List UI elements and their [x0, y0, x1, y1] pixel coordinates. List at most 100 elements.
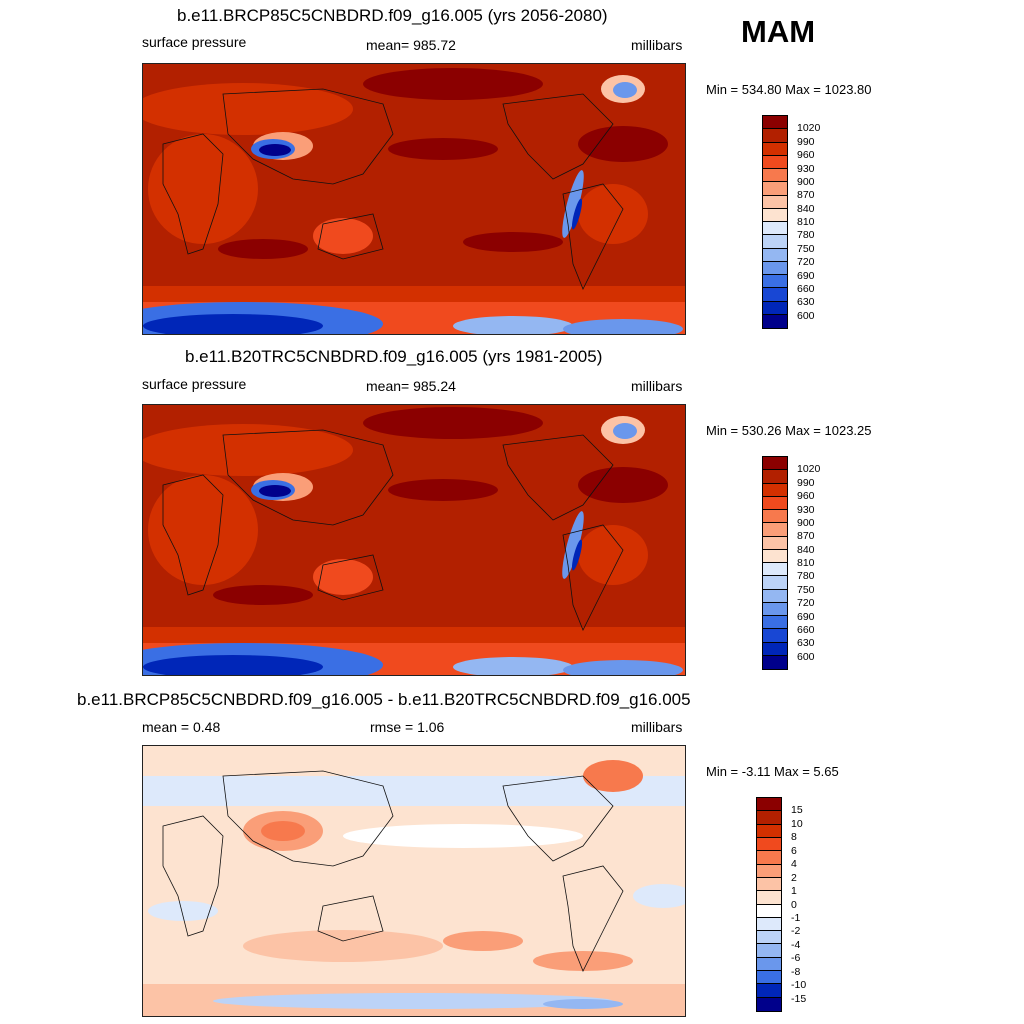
colorbar-swatch — [763, 642, 787, 656]
colorbar-swatch — [757, 931, 781, 945]
colorbar-tick-label: 930 — [797, 162, 815, 175]
colorbar-tick-label: 660 — [797, 282, 815, 295]
panel-3-map — [142, 745, 686, 1017]
colorbar-tick-label: 1020 — [797, 463, 821, 476]
colorbar-swatch — [763, 563, 787, 577]
colorbar-swatch — [763, 155, 787, 169]
colorbar-swatch — [757, 811, 781, 825]
panel-2-variable: surface pressure — [142, 376, 247, 392]
colorbar-tick-label: 810 — [797, 216, 815, 228]
colorbar-tick-label: 720 — [797, 256, 815, 269]
colorbar-swatch — [763, 483, 787, 497]
colorbar-swatch — [757, 891, 781, 905]
colorbar-swatch — [763, 314, 787, 328]
panel-2-map — [142, 404, 686, 676]
colorbar-tick-label: 10 — [791, 817, 803, 830]
colorbar-tick-label: 810 — [797, 557, 815, 569]
colorbar-swatch — [757, 997, 781, 1011]
colorbar-tick-label: 2 — [791, 871, 797, 884]
panel-1-variable: surface pressure — [142, 34, 247, 50]
colorbar-swatch — [757, 917, 781, 932]
colorbar-tick-label: -1 — [791, 911, 801, 924]
colorbar-swatch — [763, 142, 787, 156]
colorbar-tick-label: 6 — [791, 844, 797, 857]
colorbar-swatch — [763, 235, 787, 249]
colorbar-swatch — [757, 877, 781, 892]
panel-1-minmax: Min = 534.80 Max = 1023.80 — [706, 82, 872, 97]
colorbar-swatch — [763, 536, 787, 550]
colorbar-tick-label: 0 — [791, 898, 797, 911]
panel-2-colorbar — [762, 456, 788, 670]
colorbar-swatch — [757, 984, 781, 998]
panel-2-title: b.e11.B20TRC5CNBDRD.f09_g16.005 (yrs 198… — [185, 347, 603, 366]
panel-3-colorbar — [756, 797, 782, 1012]
colorbar-tick-label: -4 — [791, 938, 801, 951]
panel-2-units: millibars — [631, 378, 683, 394]
colorbar-tick-label: 900 — [797, 516, 815, 529]
colorbar-swatch — [763, 275, 787, 289]
panel-1-title: b.e11.BRCP85C5CNBDRD.f09_g16.005 (yrs 20… — [177, 6, 608, 25]
colorbar-tick-label: 8 — [791, 831, 797, 844]
colorbar-swatch — [763, 288, 787, 302]
colorbar-swatch — [763, 470, 787, 484]
colorbar-tick-label: 930 — [797, 503, 815, 516]
colorbar-swatch — [763, 629, 787, 643]
colorbar-tick-label: 15 — [791, 804, 803, 817]
colorbar-tick-label: 840 — [797, 543, 815, 556]
colorbar-tick-label: 600 — [797, 650, 815, 663]
panel-1-colorbar — [762, 115, 788, 329]
colorbar-tick-label: -8 — [791, 965, 801, 978]
colorbar-tick-label: 870 — [797, 530, 815, 543]
colorbar-tick-label: 600 — [797, 309, 815, 322]
panel-2-mean: mean= 985.24 — [366, 378, 456, 394]
colorbar-swatch — [763, 301, 787, 315]
colorbar-swatch — [763, 589, 787, 603]
colorbar-swatch — [757, 971, 781, 985]
colorbar-tick-label: 630 — [797, 296, 815, 309]
colorbar-swatch — [757, 864, 781, 878]
colorbar-swatch — [763, 129, 787, 143]
colorbar-tick-label: 780 — [797, 229, 815, 242]
colorbar-tick-label: 990 — [797, 135, 815, 148]
colorbar-tick-label: 900 — [797, 175, 815, 188]
colorbar-tick-label: -15 — [791, 992, 807, 1005]
panel-3-mean: mean = 0.48 — [142, 719, 221, 735]
colorbar-swatch — [757, 824, 781, 838]
colorbar-swatch — [763, 261, 787, 275]
panel-2-minmax: Min = 530.26 Max = 1023.25 — [706, 423, 872, 438]
colorbar-tick-label: 780 — [797, 570, 815, 583]
colorbar-swatch — [763, 523, 787, 537]
colorbar-swatch — [763, 248, 787, 262]
colorbar-swatch — [763, 576, 787, 590]
colorbar-swatch — [757, 837, 781, 852]
colorbar-swatch — [757, 904, 781, 918]
colorbar-swatch — [757, 944, 781, 958]
colorbar-swatch — [763, 510, 787, 524]
colorbar-tick-label: 1020 — [797, 122, 821, 135]
colorbar-tick-label: 750 — [797, 242, 815, 255]
colorbar-tick-label: 630 — [797, 637, 815, 650]
panel-3-title: b.e11.BRCP85C5CNBDRD.f09_g16.005 - b.e11… — [77, 690, 691, 709]
colorbar-swatch — [757, 957, 781, 972]
panel-3-units: millibars — [631, 719, 683, 735]
colorbar-tick-label: 1 — [791, 885, 797, 898]
colorbar-tick-label: 750 — [797, 583, 815, 596]
panel-1-map — [142, 63, 686, 335]
colorbar-tick-label: 840 — [797, 202, 815, 215]
colorbar-swatch — [763, 616, 787, 630]
panel-3-minmax: Min = -3.11 Max = 5.65 — [706, 764, 839, 779]
colorbar-swatch — [763, 549, 787, 563]
colorbar-tick-label: -10 — [791, 979, 807, 992]
colorbar-swatch — [763, 496, 787, 510]
panel-1-units: millibars — [631, 37, 683, 53]
colorbar-swatch — [763, 222, 787, 236]
colorbar-tick-label: 690 — [797, 610, 815, 623]
colorbar-swatch — [763, 602, 787, 616]
colorbar-swatch — [763, 182, 787, 196]
season-label: MAM — [741, 14, 816, 49]
colorbar-swatch — [763, 457, 787, 471]
colorbar-swatch — [763, 116, 787, 130]
colorbar-tick-label: 4 — [791, 858, 797, 871]
colorbar-tick-label: 690 — [797, 269, 815, 282]
panel-3-rmse: rmse = 1.06 — [370, 719, 445, 735]
